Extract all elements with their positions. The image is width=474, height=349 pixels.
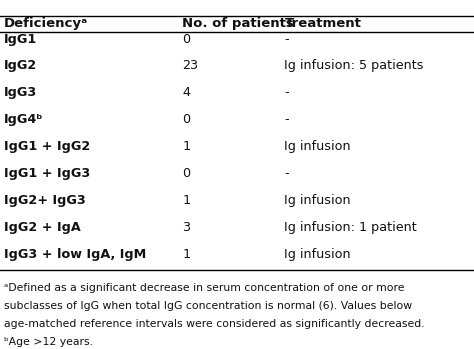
Text: Ig infusion: 5 patients: Ig infusion: 5 patients: [284, 59, 424, 73]
Text: ᵃDefined as a significant decrease in serum concentration of one or more: ᵃDefined as a significant decrease in se…: [4, 283, 404, 293]
Text: 0: 0: [182, 167, 191, 180]
Text: 4: 4: [182, 86, 191, 99]
Text: IgG3 + low IgA, IgM: IgG3 + low IgA, IgM: [4, 247, 146, 261]
Text: 23: 23: [182, 59, 199, 73]
Text: IgG1: IgG1: [4, 32, 37, 46]
Text: subclasses of IgG when total IgG concentration is normal (6). Values below: subclasses of IgG when total IgG concent…: [4, 301, 412, 311]
Text: 1: 1: [182, 247, 191, 261]
Text: -: -: [284, 86, 289, 99]
Text: -: -: [284, 113, 289, 126]
Text: -: -: [284, 32, 289, 46]
Text: IgG1 + IgG3: IgG1 + IgG3: [4, 167, 90, 180]
Text: 0: 0: [182, 32, 191, 46]
Text: Ig infusion: Ig infusion: [284, 194, 351, 207]
Text: IgG2 + IgA: IgG2 + IgA: [4, 221, 81, 234]
Text: age-matched reference intervals were considered as significantly decreased.: age-matched reference intervals were con…: [4, 319, 424, 329]
Text: Ig infusion: 1 patient: Ig infusion: 1 patient: [284, 221, 417, 234]
Text: 0: 0: [182, 113, 191, 126]
Text: IgG2: IgG2: [4, 59, 37, 73]
Text: ᵇAge >12 years.: ᵇAge >12 years.: [4, 337, 93, 347]
Text: IgG3: IgG3: [4, 86, 37, 99]
Text: 1: 1: [182, 194, 191, 207]
Text: -: -: [284, 167, 289, 180]
Text: IgG4ᵇ: IgG4ᵇ: [4, 113, 43, 126]
Text: No. of patients: No. of patients: [182, 17, 294, 30]
Text: Treatment: Treatment: [284, 17, 361, 30]
Text: Deficiencyᵃ: Deficiencyᵃ: [4, 17, 88, 30]
Text: IgG1 + IgG2: IgG1 + IgG2: [4, 140, 90, 153]
Text: 3: 3: [182, 221, 191, 234]
Text: Ig infusion: Ig infusion: [284, 247, 351, 261]
Text: Ig infusion: Ig infusion: [284, 140, 351, 153]
Text: 1: 1: [182, 140, 191, 153]
Text: IgG2+ IgG3: IgG2+ IgG3: [4, 194, 85, 207]
